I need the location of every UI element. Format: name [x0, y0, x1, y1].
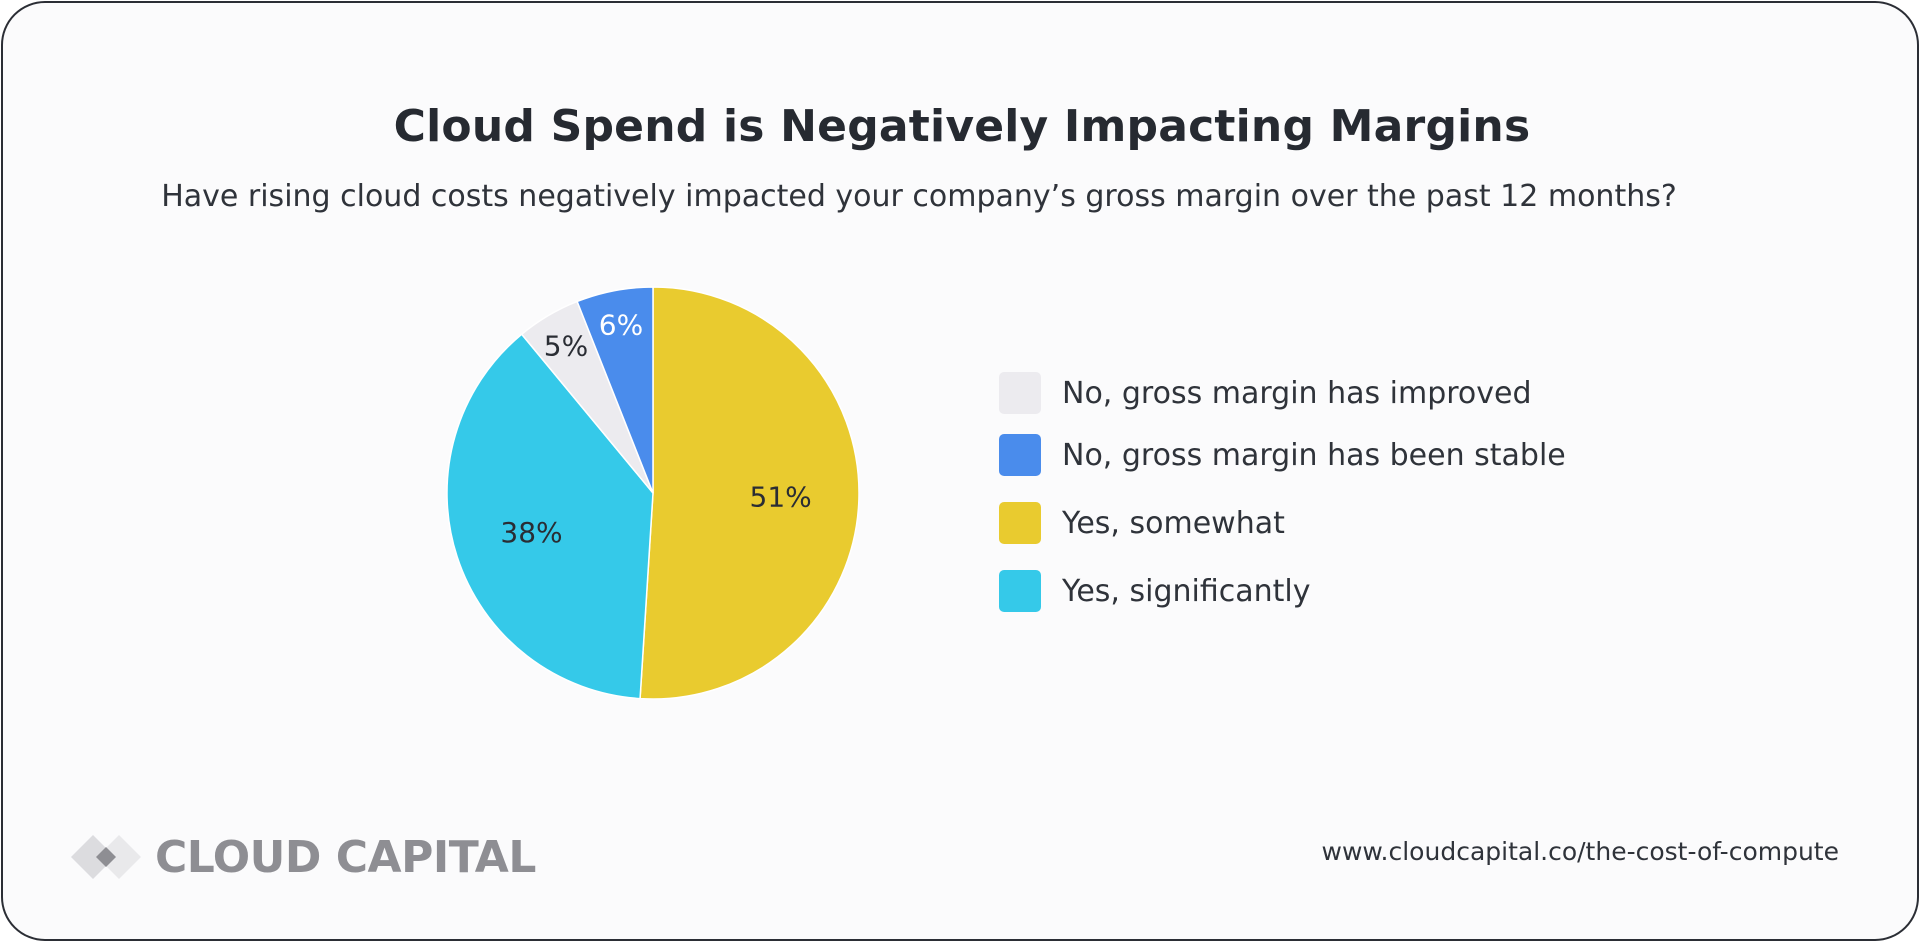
legend-label-0: No, gross margin has improved	[1062, 375, 1532, 411]
legend-item-3: Yes, significantly	[999, 569, 1599, 613]
legend-item-0: No, gross margin has improved	[999, 371, 1599, 415]
logo-text: CLOUD CAPITAL	[155, 831, 536, 883]
pie-data-label-2: 5%	[544, 329, 588, 362]
diamond-logo-icon	[71, 835, 141, 879]
legend-swatch-1	[999, 434, 1041, 476]
cloud-capital-logo: CLOUD CAPITAL	[71, 829, 536, 885]
pie-data-label-3: 6%	[599, 309, 643, 342]
legend-label-3: Yes, significantly	[1062, 573, 1311, 609]
legend-item-1: No, gross margin has been stable	[999, 433, 1599, 477]
pie-slice-3	[576, 286, 654, 494]
pie-slice-0	[639, 286, 860, 700]
legend-label-2: Yes, somewhat	[1062, 505, 1285, 541]
chart-title: Cloud Spend is Negatively Impacting Marg…	[393, 101, 1531, 152]
pie-slice-1	[446, 333, 654, 700]
chart-subtitle: Have rising cloud costs negatively impac…	[161, 179, 1677, 214]
legend-label-1: No, gross margin has been stable	[1062, 437, 1566, 473]
legend-swatch-3	[999, 570, 1041, 612]
pie-data-label-0: 51%	[750, 481, 812, 514]
pie-chart: 51% 38% 5% 6%	[446, 286, 860, 700]
legend-swatch-0	[999, 372, 1041, 414]
legend-item-2: Yes, somewhat	[999, 501, 1599, 545]
source-url: www.cloudcapital.co/the-cost-of-compute	[1321, 837, 1840, 866]
pie-data-label-1: 38%	[500, 516, 562, 549]
legend-swatch-2	[999, 502, 1041, 544]
